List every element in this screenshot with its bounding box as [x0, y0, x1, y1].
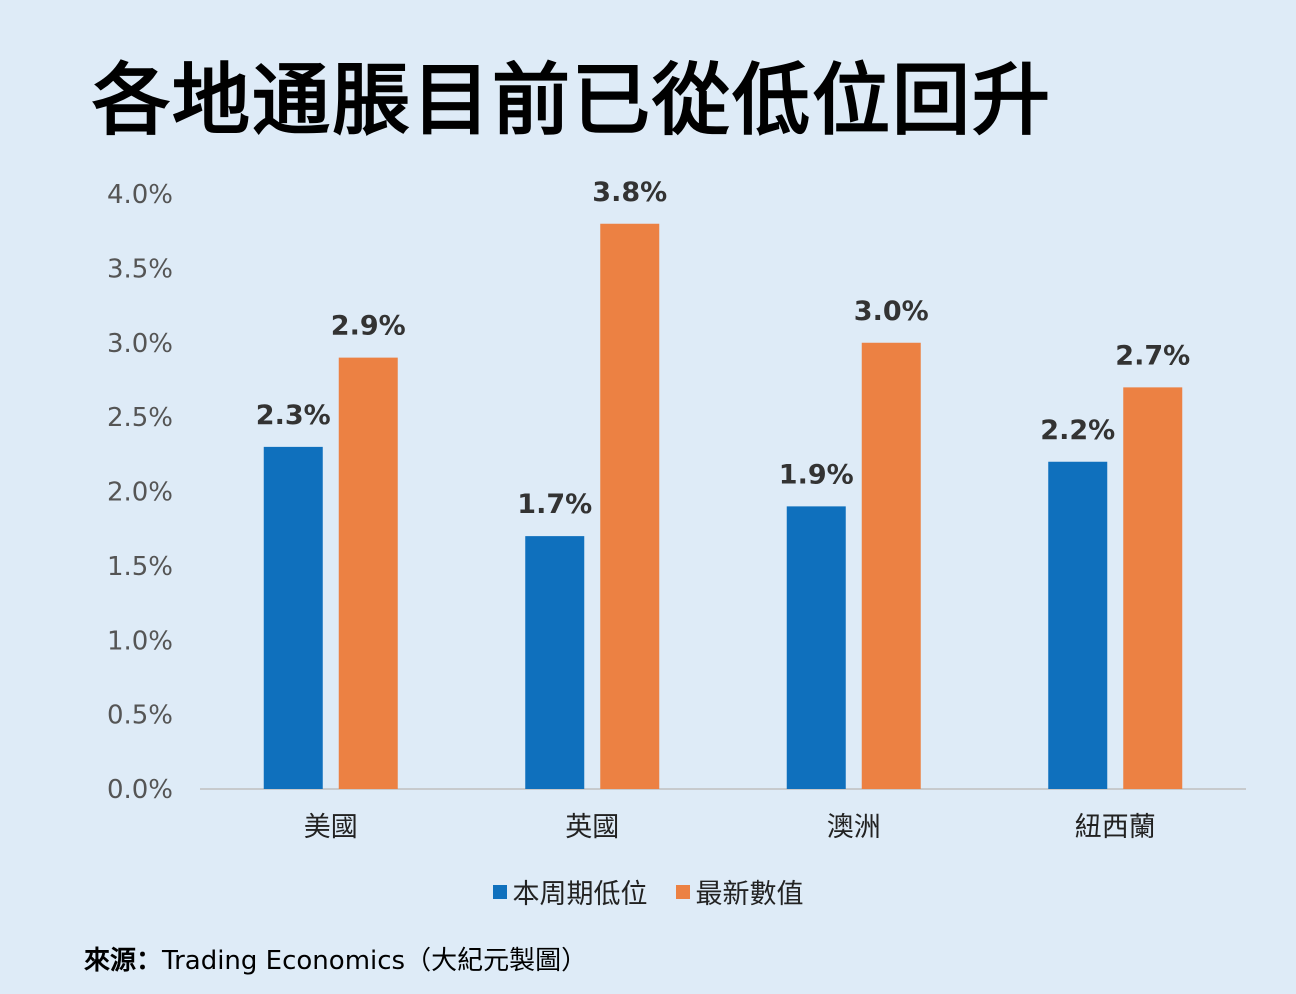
data-label-latest: 3.8%	[592, 177, 667, 208]
y-tick-label: 0.5%	[107, 701, 173, 731]
bar-latest	[600, 223, 660, 789]
bar-low	[786, 506, 846, 789]
legend-item-latest: 最新數值	[675, 872, 804, 911]
bar-low	[1048, 461, 1108, 789]
legend-label-low: 本周期低位	[512, 879, 648, 910]
y-tick-label: 3.0%	[107, 329, 173, 359]
legend-swatch-low	[492, 884, 507, 899]
y-tick-label: 2.5%	[107, 403, 173, 433]
data-label-low: 1.7%	[517, 489, 592, 520]
bar-low	[525, 536, 585, 789]
y-tick-label: 1.5%	[107, 552, 173, 582]
bar-latest	[861, 342, 921, 789]
chart-title: 各地通脹目前已從低位回升	[92, 56, 1053, 146]
x-category-label: 美國	[304, 812, 358, 843]
data-label-low: 1.9%	[779, 459, 854, 490]
bar-latest	[1123, 387, 1183, 789]
y-tick-label: 3.5%	[107, 254, 173, 284]
source-text: Trading Economics（大紀元製圖）	[162, 946, 588, 976]
data-label-latest: 2.7%	[1115, 340, 1190, 371]
x-category-label: 澳洲	[827, 812, 881, 843]
source-note: 來源：Trading Economics（大紀元製圖）	[84, 940, 587, 977]
y-tick-label: 1.0%	[107, 626, 173, 656]
x-category-label: 紐西蘭	[1075, 812, 1156, 843]
legend-swatch-latest	[675, 884, 690, 899]
y-tick-label: 4.0%	[107, 180, 173, 210]
x-category-label: 英國	[565, 812, 619, 843]
data-label-low: 2.3%	[256, 400, 331, 431]
legend: 本周期低位 最新數值	[0, 872, 1296, 911]
legend-item-low: 本周期低位	[492, 872, 648, 911]
source-label: 來源：	[84, 946, 163, 976]
y-tick-label: 0.0%	[107, 775, 173, 805]
bar-latest	[338, 357, 398, 789]
data-label-low: 2.2%	[1040, 415, 1115, 446]
data-label-latest: 2.9%	[331, 311, 406, 342]
bar-low	[263, 446, 323, 789]
bar-chart: 0.0% 0.5% 1.0% 1.5% 2.0% 2.5% 3.0% 3.5% 4.0% 2.3%…	[107, 177, 1246, 843]
data-label-latest: 3.0%	[854, 296, 929, 327]
legend-label-latest: 最新數值	[695, 879, 804, 910]
y-tick-label: 2.0%	[107, 478, 173, 508]
